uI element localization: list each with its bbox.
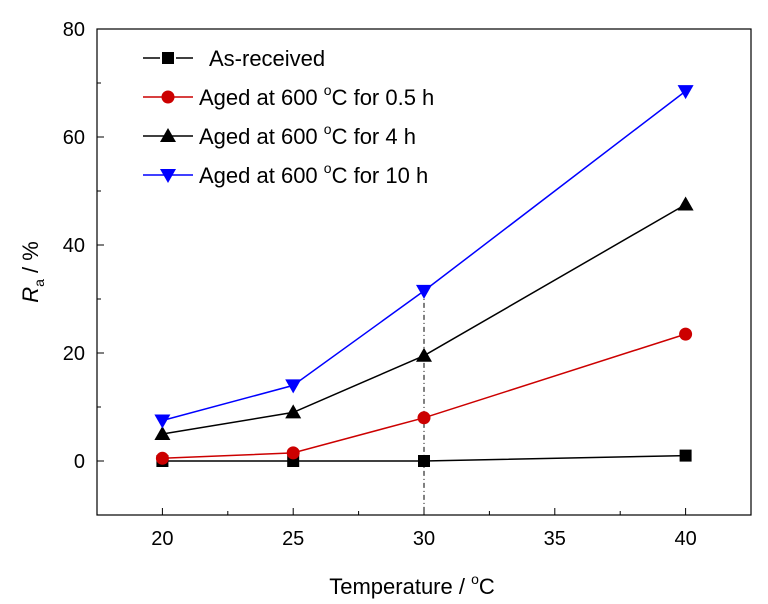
data-point-0-3 bbox=[679, 449, 692, 462]
y-axis-label-sub: a bbox=[31, 279, 47, 287]
x-axis-label: Temperature / oC bbox=[329, 571, 495, 599]
series-0 bbox=[156, 449, 692, 467]
x-axis-label-unit: C bbox=[479, 574, 495, 599]
series-1 bbox=[155, 327, 693, 465]
data-point-1-0 bbox=[155, 451, 169, 465]
series-line-0 bbox=[162, 454, 686, 462]
legend-label-3: Aged at 600 oC for 10 h bbox=[199, 160, 428, 188]
data-point-0-2 bbox=[418, 455, 430, 467]
data-point-1-2 bbox=[417, 411, 431, 425]
data-point-2-3 bbox=[677, 196, 694, 211]
x-tick-label-2: 30 bbox=[413, 528, 435, 550]
y-tick-label-0: 0 bbox=[74, 451, 85, 473]
y-axis-label-unit: / % bbox=[18, 241, 43, 279]
legend-entry-2: Aged at 600 oC for 4 h bbox=[143, 121, 416, 149]
legend-marker-2 bbox=[160, 128, 176, 142]
legend-marker-0 bbox=[162, 52, 174, 64]
series-2 bbox=[154, 196, 694, 440]
x-tick-label-1: 25 bbox=[282, 528, 304, 550]
y-tick-label-2: 40 bbox=[63, 235, 85, 257]
series-3 bbox=[154, 85, 694, 429]
legend-entry-3: Aged at 600 oC for 10 h bbox=[143, 160, 428, 188]
series-line-3 bbox=[162, 90, 687, 422]
data-point-2-1 bbox=[285, 404, 302, 419]
data-point-2-0 bbox=[154, 426, 171, 440]
legend-label-1: Aged at 600 oC for 0.5 h bbox=[199, 82, 434, 110]
y-tick-label-4: 80 bbox=[63, 19, 85, 41]
data-point-3-2 bbox=[416, 284, 432, 299]
legend-label-0: As-received bbox=[209, 46, 325, 71]
x-axis-label-text: Temperature / bbox=[329, 574, 471, 599]
y-axis-label: Ra / % bbox=[18, 241, 47, 303]
x-tick-label-0: 20 bbox=[151, 528, 173, 550]
y-tick-label-1: 20 bbox=[63, 343, 85, 365]
data-point-1-3 bbox=[679, 327, 693, 341]
legend-entry-0: As-received bbox=[143, 46, 325, 71]
ticks-layer: 20 25 30 35 40 0 20 40 60 80 bbox=[63, 19, 697, 550]
series-line-1 bbox=[162, 333, 686, 460]
legend-marker-3 bbox=[160, 169, 176, 183]
series-line-2 bbox=[162, 203, 686, 435]
series-layer bbox=[154, 85, 694, 467]
x-tick-label-3: 35 bbox=[544, 528, 566, 550]
data-point-1-1 bbox=[286, 446, 300, 460]
data-point-2-2 bbox=[416, 347, 432, 362]
y-axis-label-main: R bbox=[18, 287, 43, 303]
legend-marker-1 bbox=[161, 90, 175, 104]
data-point-3-0 bbox=[154, 414, 171, 429]
data-point-3-1 bbox=[285, 379, 302, 394]
legend: As-received Aged at 600 oC for 0.5 h Aged … bbox=[143, 46, 434, 188]
x-tick-label-4: 40 bbox=[674, 528, 696, 550]
x-axis-label-sup: o bbox=[471, 571, 479, 587]
y-tick-label-3: 60 bbox=[63, 127, 85, 149]
legend-entry-1: Aged at 600 oC for 0.5 h bbox=[143, 82, 434, 110]
data-point-3-3 bbox=[677, 85, 694, 100]
legend-label-2: Aged at 600 oC for 4 h bbox=[199, 121, 416, 149]
